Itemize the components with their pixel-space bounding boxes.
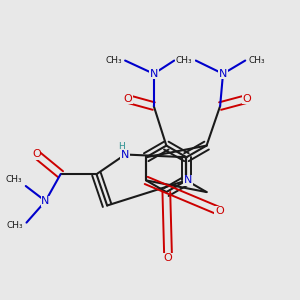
Text: O: O: [123, 94, 132, 104]
Text: N: N: [41, 196, 50, 206]
Text: N: N: [121, 149, 129, 160]
Text: O: O: [215, 206, 224, 216]
Text: CH₃: CH₃: [105, 56, 122, 65]
Text: N: N: [219, 69, 227, 79]
Text: CH₃: CH₃: [6, 175, 22, 184]
Text: CH₃: CH₃: [248, 56, 265, 65]
Text: N: N: [184, 176, 192, 185]
Text: H: H: [118, 142, 125, 151]
Text: O: O: [164, 254, 172, 263]
Text: CH₃: CH₃: [7, 221, 23, 230]
Text: O: O: [243, 94, 251, 104]
Text: O: O: [32, 149, 41, 160]
Text: N: N: [150, 69, 158, 79]
Text: CH₃: CH₃: [178, 56, 194, 65]
Text: CH₃: CH₃: [176, 56, 193, 65]
